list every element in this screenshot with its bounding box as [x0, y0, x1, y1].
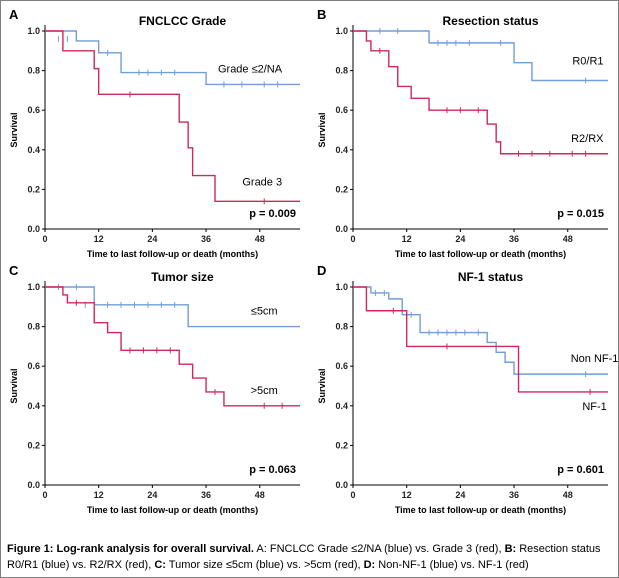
y-axis-title: Survival — [317, 368, 327, 403]
chart-title: NF-1 status — [458, 270, 524, 284]
chart-title: Tumor size — [151, 270, 214, 284]
survival-curve-blue — [45, 30, 300, 86]
y-tick-label: 0.6 — [335, 105, 348, 115]
km-chart-a: A FNCLCC Grade 0.0 0.2 0.4 0.6 0.8 1.0 0 12 24 36 48… — [9, 7, 300, 259]
y-tick-label: 0.4 — [27, 401, 40, 411]
figure-caption: Figure 1: Log-rank analysis for overall … — [7, 541, 613, 573]
y-tick-label: 0.0 — [335, 480, 348, 490]
x-tick-label: 36 — [201, 234, 211, 244]
y-tick-label: 0.2 — [335, 440, 348, 450]
series-label: R2/RX — [571, 133, 604, 145]
caption-text-c: Tumor size ≤5cm (blue) vs. >5cm (red), — [165, 559, 364, 571]
panel-b: B Resection status 0.0 0.2 0.4 0.6 0.8 1.0 0 12 24… — [313, 5, 613, 270]
x-tick-label: 36 — [509, 234, 519, 244]
y-tick-label: 0.8 — [335, 66, 348, 76]
caption-text-a: A: FNCLCC Grade ≤2/NA (blue) vs. Grade 3… — [253, 543, 505, 555]
panel-c: C Tumor size 0.0 0.2 0.4 0.6 0.8 1.0 0 12 24 36 48 Ti… — [5, 261, 305, 526]
x-tick-label: 0 — [350, 234, 355, 244]
caption-label-b: B: — [504, 543, 517, 555]
y-tick-label: 0.8 — [335, 322, 348, 332]
x-tick-label: 24 — [455, 234, 465, 244]
x-tick-label: 48 — [563, 234, 573, 244]
x-tick-label: 12 — [402, 490, 412, 500]
y-tick-label: 0.6 — [27, 361, 40, 371]
x-tick-label: 12 — [94, 490, 104, 500]
y-axis-title: Survival — [317, 112, 327, 147]
chart-title: FNCLCC Grade — [139, 14, 227, 28]
panel-letter: C — [9, 263, 19, 278]
panel-a: A FNCLCC Grade 0.0 0.2 0.4 0.6 0.8 1.0 0 12 24 36 48… — [5, 5, 305, 270]
series-label: R0/R1 — [572, 56, 603, 68]
series-label: Grade 3 — [242, 176, 282, 188]
x-tick-label: 48 — [563, 490, 573, 500]
chart-title: Resection status — [442, 14, 538, 28]
y-tick-label: 0.0 — [335, 224, 348, 234]
panel-letter: D — [317, 263, 326, 278]
y-tick-label: 0.2 — [27, 440, 40, 450]
x-axis-title: Time to last follow-up or death (months) — [395, 505, 566, 515]
x-axis-title: Time to last follow-up or death (months) — [87, 505, 258, 515]
y-tick-label: 0.4 — [335, 145, 348, 155]
survival-curve-red — [353, 30, 608, 155]
y-axis-title: Survival — [9, 112, 19, 147]
series-label: NF-1 — [582, 401, 606, 413]
km-chart-d: D NF-1 status 0.0 0.2 0.4 0.6 0.8 1.0 0 12 24 36 48 T… — [317, 263, 618, 515]
survival-curve-blue — [353, 30, 608, 82]
x-tick-label: 24 — [147, 234, 157, 244]
y-axis-title: Survival — [9, 368, 19, 403]
p-value-label: p = 0.009 — [249, 208, 296, 220]
p-value-label: p = 0.063 — [249, 464, 296, 476]
x-tick-label: 12 — [402, 234, 412, 244]
caption-text-b: Resection status R0/R1 (blue) vs. R2/RX … — [7, 543, 601, 571]
x-tick-label: 48 — [255, 234, 265, 244]
km-chart-c: C Tumor size 0.0 0.2 0.4 0.6 0.8 1.0 0 12 24 36 48 Ti… — [9, 263, 300, 515]
panel-d: D NF-1 status 0.0 0.2 0.4 0.6 0.8 1.0 0 12 24 36 48 T… — [313, 261, 618, 526]
x-tick-label: 24 — [455, 490, 465, 500]
survival-curve-blue — [45, 286, 300, 328]
caption-label-d: D: — [363, 559, 376, 571]
x-tick-label: 12 — [94, 234, 104, 244]
series-label: ≤5cm — [251, 306, 278, 318]
x-axis-title: Time to last follow-up or death (months) — [395, 249, 566, 259]
x-tick-label: 0 — [42, 234, 47, 244]
y-tick-label: 0.4 — [27, 145, 40, 155]
series-label: Non NF-1 — [571, 353, 619, 365]
survival-curve-red — [45, 30, 300, 202]
x-axis-title: Time to last follow-up or death (months) — [87, 249, 258, 259]
y-tick-label: 0.2 — [27, 184, 40, 194]
y-tick-label: 0.2 — [335, 184, 348, 194]
x-tick-label: 36 — [201, 490, 211, 500]
x-tick-label: 24 — [147, 490, 157, 500]
p-value-label: p = 0.015 — [557, 208, 604, 220]
y-tick-label: 0.0 — [27, 480, 40, 490]
panel-letter: B — [317, 7, 326, 22]
y-tick-label: 0.8 — [27, 66, 40, 76]
series-label: Grade ≤2/NA — [218, 64, 283, 76]
survival-curve-red — [353, 286, 608, 393]
y-tick-label: 1.0 — [335, 282, 348, 292]
series-label: >5cm — [251, 385, 278, 397]
y-tick-label: 0.6 — [335, 361, 348, 371]
km-chart-b: B Resection status 0.0 0.2 0.4 0.6 0.8 1.0 0 12 24… — [317, 7, 608, 259]
caption-lead: Figure 1: Log-rank analysis for overall … — [7, 543, 254, 555]
y-tick-label: 0.8 — [27, 322, 40, 332]
survival-curve-red — [45, 286, 300, 407]
caption-text-d: Non-NF-1 (blue) vs. NF-1 (red) — [375, 559, 529, 571]
y-tick-label: 0.0 — [27, 224, 40, 234]
y-tick-label: 0.6 — [27, 105, 40, 115]
panel-letter: A — [9, 7, 19, 22]
x-tick-label: 0 — [350, 490, 355, 500]
x-tick-label: 48 — [255, 490, 265, 500]
p-value-label: p = 0.601 — [557, 464, 604, 476]
y-tick-label: 1.0 — [27, 26, 40, 36]
y-tick-label: 1.0 — [335, 26, 348, 36]
y-tick-label: 1.0 — [27, 282, 40, 292]
x-tick-label: 36 — [509, 490, 519, 500]
survival-curve-blue — [353, 286, 608, 375]
x-tick-label: 0 — [42, 490, 47, 500]
caption-label-c: C: — [154, 559, 166, 571]
y-tick-label: 0.4 — [335, 401, 348, 411]
